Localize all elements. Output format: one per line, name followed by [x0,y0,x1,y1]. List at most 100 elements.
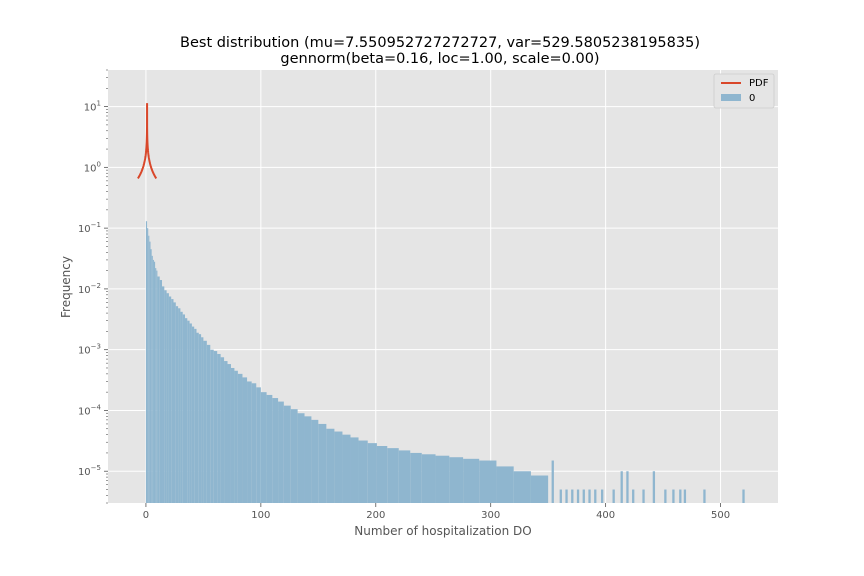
histogram-bar [571,489,574,503]
histogram-bar [463,458,480,503]
x-tick-label: 500 [711,510,730,521]
histogram-bar [175,306,179,503]
histogram-bar [326,428,335,503]
histogram-bar [410,452,422,503]
histogram-bar [565,489,568,503]
histogram-bar [155,268,157,503]
legend: PDF 0 [713,73,775,109]
histogram-bar [576,489,580,503]
histogram-bar [217,353,221,503]
histogram-bar [227,364,231,503]
histogram-bar [152,259,154,503]
histogram-bar [166,293,169,503]
histogram-bar [683,489,687,503]
y-tick-label: 10−5 [78,464,101,478]
y-tick-label: 10−1 [78,221,101,235]
histogram-bar [342,434,351,503]
histogram-bar [652,471,656,503]
histogram-bar [311,419,319,503]
x-axis-ticks: 0 100 200 300 400 500 [143,503,730,521]
histogram-bar [435,455,450,503]
histogram-bar [189,323,192,503]
y-axis-ticks: 10−5 10−4 10−3 10−2 10−1 100 101 [78,69,108,504]
histogram-bar [247,381,252,503]
histogram-bar [260,392,267,503]
histogram-bar [198,334,202,503]
histogram-bar [283,405,291,503]
histogram-bar [334,431,343,503]
pdf-line [137,103,158,180]
histogram-bar [376,446,388,503]
histogram-bar [642,489,645,503]
histogram-bar [290,409,298,503]
y-axis-label: Frequency [59,256,73,318]
histogram-bar [153,261,156,503]
histogram-bar [201,337,204,503]
histogram-bar [551,460,554,503]
histogram-bar [703,489,706,503]
histogram-bar [513,471,531,503]
histogram-bar [620,471,623,503]
histogram-bar [213,351,218,503]
histogram-bar [210,349,214,503]
y-tick-label: 100 [84,160,101,174]
histogram-bar [145,221,148,503]
legend-pdf-label: PDF [749,78,769,89]
histogram-bar [178,308,181,503]
histogram-bar [304,416,312,503]
histogram-bar [147,228,149,504]
histogram-bar [184,318,188,503]
y-tick-label: 10−2 [78,282,101,296]
histogram-bar [358,440,368,503]
x-axis-label: Number of hospitalization DO [354,524,531,538]
x-tick-label: 100 [251,510,270,521]
histogram-bar [182,314,185,503]
histogram-bar [194,328,197,503]
histogram-bar [679,489,682,503]
histogram-bar [159,280,163,503]
histogram-bar [203,340,207,503]
histogram-bar [594,489,597,503]
histogram-bar [220,357,225,503]
histogram-bar [230,367,235,503]
histogram-bar [350,437,359,503]
histogram-bar [496,466,514,503]
histogram-bar [479,460,497,503]
histogram-bar [148,235,150,504]
histogram-bar [672,489,675,503]
histogram-bar [180,311,183,503]
histogram-bar [242,377,248,503]
x-tick-label: 200 [366,510,385,521]
histogram-bar [234,370,238,503]
histogram-bar [256,387,261,503]
histogram-bar [191,326,195,503]
histogram-bar [156,270,158,503]
x-tick-label: 0 [143,510,149,521]
histogram-bar [150,249,152,503]
histogram-bar [449,457,464,503]
histogram-bar [664,489,667,503]
histogram-bar [398,450,411,503]
histogram-bar [588,489,591,503]
histogram-bar [149,241,151,504]
histogram-bar [742,489,745,503]
histogram-bar [168,296,172,503]
histogram-bar [601,489,604,503]
histogram-bar [162,286,165,503]
x-tick-label: 300 [481,510,500,521]
histogram-bar [187,320,190,503]
histogram-bar [272,398,279,503]
y-tick-label: 10−3 [78,343,101,357]
histogram-bar [237,373,243,503]
histogram-bar [151,255,153,503]
histogram-bar [421,454,436,503]
legend-hist-swatch [721,94,741,101]
histogram-bar [164,290,167,503]
histogram-bar [367,443,377,503]
histogram-bar [173,302,176,503]
histogram-bar [171,299,174,503]
histogram-bar [530,475,549,503]
histogram-bar [612,489,615,503]
histogram-bar [559,489,562,503]
